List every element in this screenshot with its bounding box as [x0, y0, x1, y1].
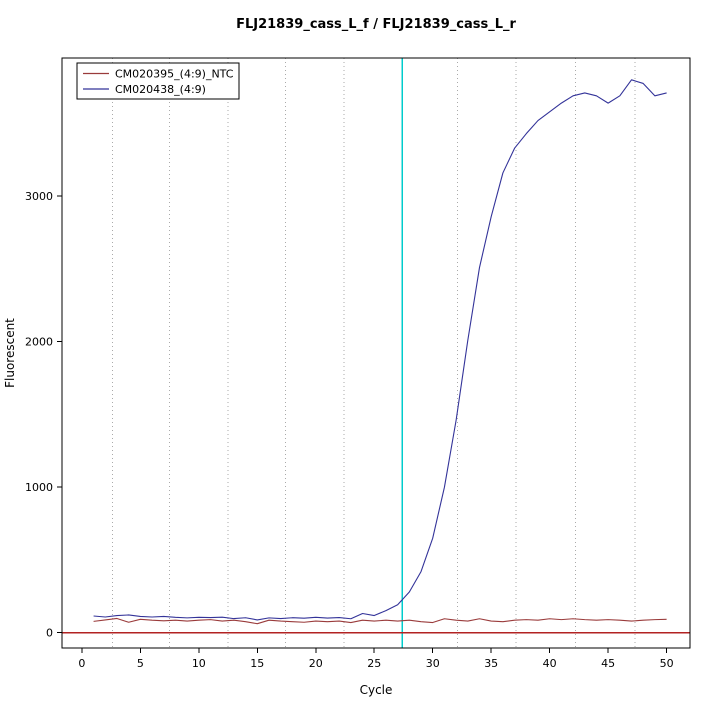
legend-label: CM020438_(4:9)	[115, 83, 206, 96]
y-axis-label: Fluorescent	[3, 318, 17, 388]
plot-area: 0 5 10 15 20 25 30 35 40 45 50 0 1000 2000 3000 CM02039…	[25, 57, 691, 670]
x-tick-label: 45	[601, 657, 615, 670]
x-tick-label: 10	[192, 657, 206, 670]
legend-box	[76, 62, 240, 100]
legend-label: CM020395_(4:9)_NTC	[115, 68, 234, 81]
x-tick-label: 25	[367, 657, 381, 670]
x-tick-label: 20	[309, 657, 323, 670]
plot-box	[61, 57, 691, 649]
y-tick-label: 2000	[25, 336, 53, 349]
x-tick-label: 15	[250, 657, 264, 670]
chart-title: FLJ21839_cass_L_f / FLJ21839_cass_L_r	[236, 17, 516, 32]
series-line-sample	[93, 79, 667, 621]
x-tick-label: 0	[78, 657, 85, 670]
x-tick-label: 5	[137, 657, 144, 670]
x-axis-label: Cycle	[360, 683, 393, 697]
series-line-ntc	[93, 617, 667, 625]
y-tick-label: 0	[46, 627, 53, 640]
x-tick-label: 50	[660, 657, 674, 670]
x-tick-label: 35	[484, 657, 498, 670]
x-tick-label: 40	[543, 657, 557, 670]
y-tick-label: 3000	[25, 190, 53, 203]
x-tick-label: 30	[426, 657, 440, 670]
y-tick-label: 1000	[25, 481, 53, 494]
